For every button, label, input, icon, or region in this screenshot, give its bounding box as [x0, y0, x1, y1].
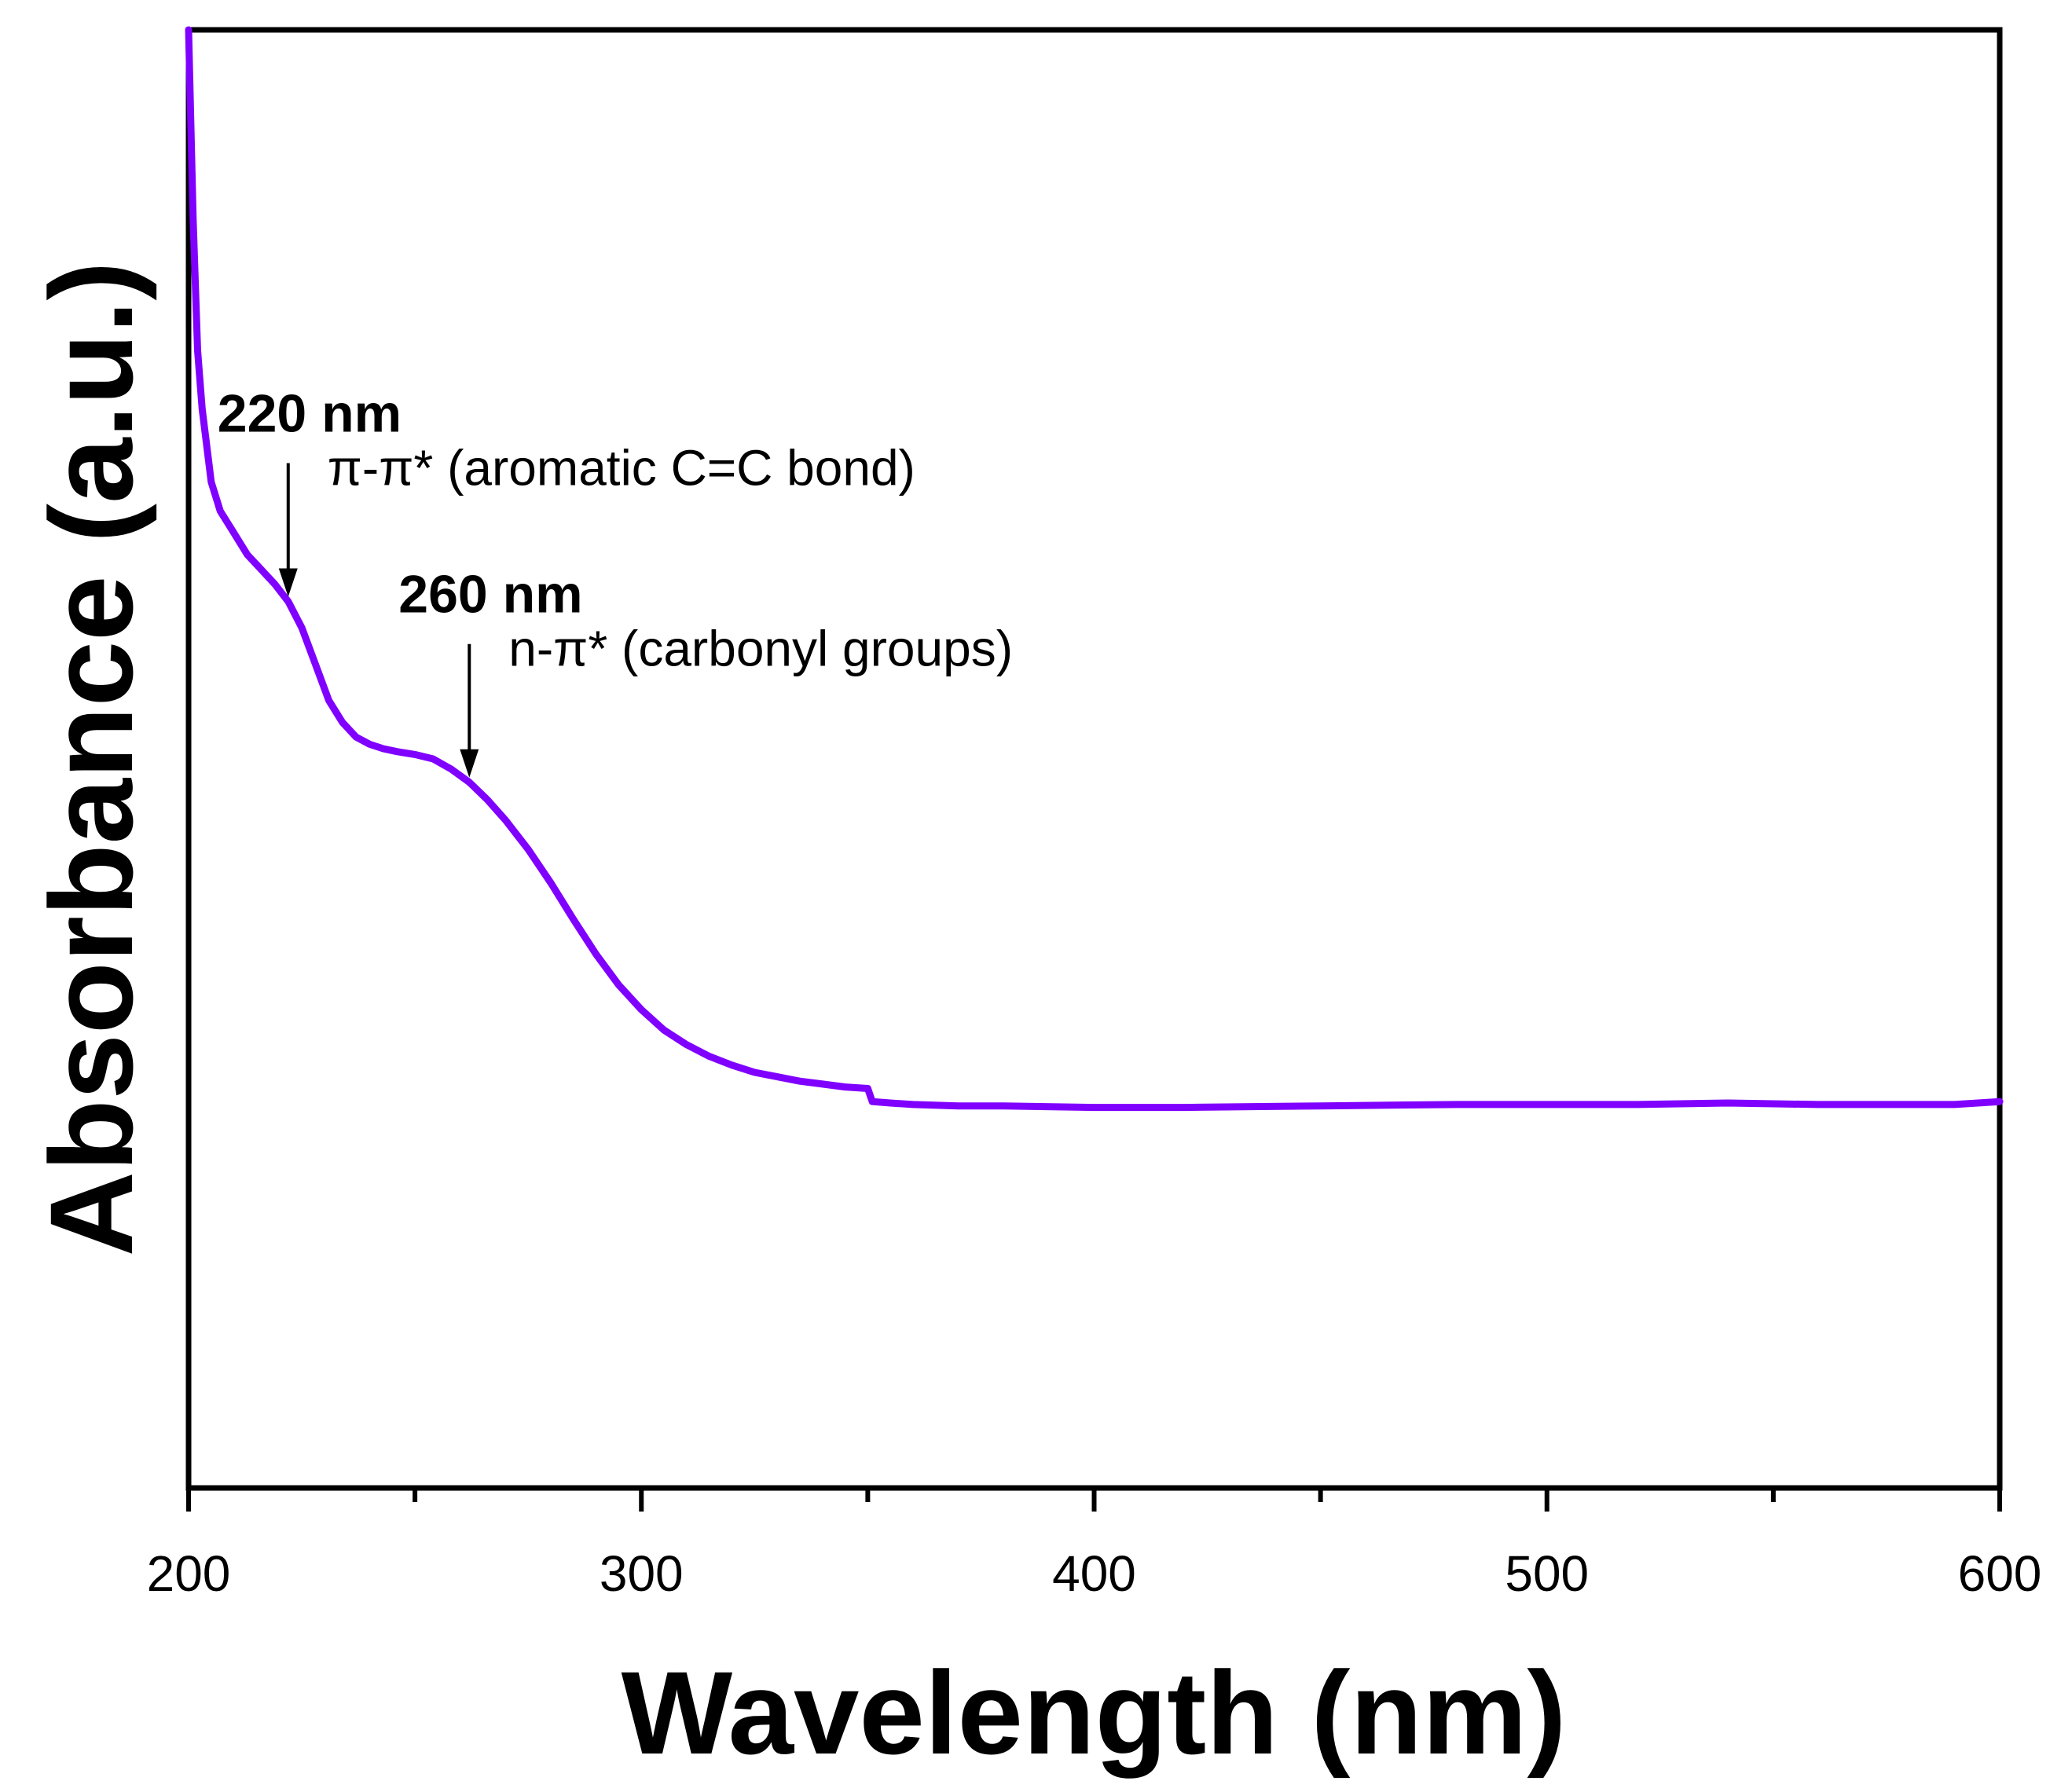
x-tick-label: 500	[1505, 1545, 1589, 1602]
peak-annotation: 260 nmn-π* (carbonyl groups)	[398, 565, 1013, 778]
x-tick-label: 400	[1052, 1545, 1136, 1602]
peak-arrow-head	[460, 749, 479, 778]
peak-description: n-π* (carbonyl groups)	[508, 621, 1013, 677]
peak-annotation: 220 nmπ-π* (aromatic C=C bond)	[218, 384, 915, 597]
y-axis-title: Absorbance (a.u.)	[25, 262, 157, 1257]
x-tick-label: 200	[147, 1545, 231, 1602]
peak-label: 260 nm	[398, 565, 582, 625]
peak-label: 220 nm	[218, 384, 402, 444]
plot-frame	[185, 27, 2003, 1491]
absorbance-series-line	[185, 26, 2004, 1112]
x-axis-ticks	[186, 1488, 2002, 1512]
peak-description: π-π* (aromatic C=C bond)	[328, 440, 915, 497]
peak-arrow-head	[278, 568, 298, 597]
x-tick-label: 600	[1958, 1545, 2042, 1602]
x-axis-tick-labels: 200 300 400 500 600	[147, 1545, 2042, 1602]
x-tick-label: 300	[600, 1545, 684, 1602]
peak-annotations: 220 nmπ-π* (aromatic C=C bond)260 nmn-π*…	[218, 384, 1013, 778]
x-axis-title: Wavelength (nm)	[622, 1647, 1567, 1779]
